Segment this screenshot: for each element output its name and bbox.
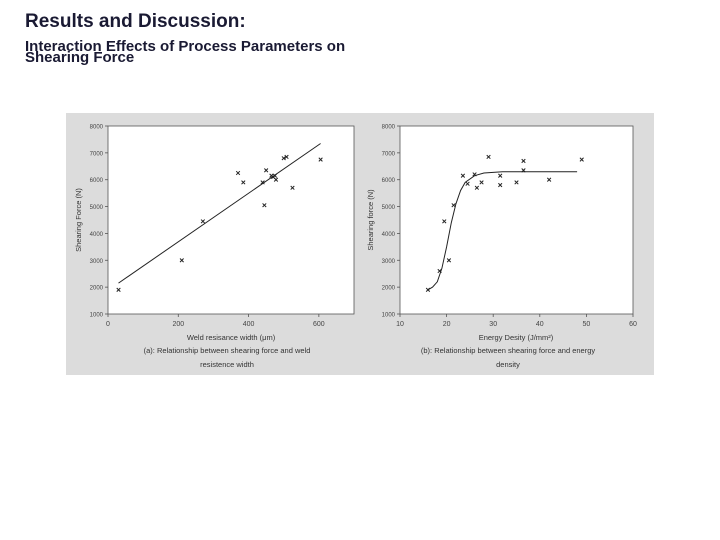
chart-a-xtick-label: 400	[243, 321, 255, 328]
chart-b-caption-line2: density	[496, 360, 520, 369]
chart-a-point	[200, 219, 206, 224]
chart-a-point	[241, 180, 246, 185]
chart-b-point	[460, 173, 466, 178]
chart-b-xtick-label: 30	[489, 321, 497, 328]
chart-a-ytick-label: 4000	[90, 232, 104, 238]
slide-subtitle-line1: Interaction Effects of Process Parameter…	[25, 38, 346, 55]
chart-b-point	[514, 180, 519, 185]
chart-a: 1000 2000 3000 4000 5000 6000 7000 8000 0 200 400…	[74, 125, 355, 369]
chart-b-point	[451, 203, 456, 208]
chart-b-point	[472, 172, 477, 177]
chart-b-caption-line1: (b): Relationship between shearing force…	[421, 346, 596, 355]
chart-a-point	[273, 177, 279, 182]
chart-b-y-ticks: 1000 2000 3000 4000 5000 6000 7000 8000	[382, 125, 400, 319]
chart-b-ytick-label: 2000	[382, 286, 396, 292]
chart-b-point	[498, 182, 503, 188]
chart-a-caption-line1: (a): Relationship between shearing force…	[144, 346, 311, 355]
chart-a-xtick-label: 0	[106, 321, 110, 328]
chart-a-point	[318, 157, 323, 162]
chart-b-point	[521, 158, 526, 164]
chart-b-x-ticks: 10 20 30 40 50 60	[396, 314, 637, 328]
chart-a-point	[281, 156, 286, 161]
chart-b-point	[465, 181, 470, 186]
chart-b-point	[446, 258, 452, 263]
chart-b-ytick-label: 4000	[382, 232, 396, 238]
chart-a-point	[235, 170, 241, 176]
chart-b-ytick-label: 8000	[382, 125, 396, 131]
chart-a-ytick-label: 8000	[90, 125, 104, 131]
chart-b-xtick-label: 60	[629, 321, 637, 328]
chart-b-plot-area	[399, 125, 634, 315]
chart-b-point	[579, 157, 584, 162]
chart-b-point	[498, 173, 503, 178]
chart-a-xlabel: Weld resisance width (μm)	[187, 333, 276, 342]
chart-b-ytick-label: 3000	[382, 259, 396, 265]
chart-b-xtick-label: 20	[443, 321, 451, 328]
chart-panel: 1000 2000 3000 4000 5000 6000 7000 8000 0 200 400…	[66, 113, 654, 375]
chart-a-y-ticks: 1000 2000 3000 4000 5000 6000 7000 8000	[90, 125, 108, 319]
chart-b-ytick-label: 5000	[382, 205, 396, 211]
chart-a-point	[179, 258, 184, 263]
chart-b-point	[486, 154, 491, 160]
chart-a-point	[290, 185, 295, 190]
chart-b-xtick-label: 40	[536, 321, 544, 328]
chart-b-ytick-label: 7000	[382, 151, 396, 157]
chart-a-point	[116, 287, 121, 292]
chart-a-ytick-label: 2000	[90, 286, 104, 292]
chart-b-xtick-label: 10	[396, 321, 404, 328]
chart-b-point	[474, 185, 480, 190]
chart-b: 1000 2000 3000 4000 5000 6000 7000 8000 10 20 30 4…	[366, 125, 637, 370]
chart-a-fit-line	[118, 143, 321, 284]
chart-a-ytick-label: 7000	[90, 151, 104, 157]
chart-b-points	[425, 154, 584, 292]
chart-b-ytick-label: 1000	[382, 313, 396, 319]
chart-b-point	[442, 219, 447, 224]
chart-a-ytick-label: 6000	[90, 178, 104, 184]
slide-subtitle-line2: Shearing Force	[25, 49, 135, 66]
chart-a-plot-area	[107, 125, 355, 315]
chart-a-point	[260, 180, 265, 185]
chart-a-points	[116, 154, 323, 292]
chart-a-ylabel: Shearing Force (N)	[74, 188, 83, 252]
chart-a-point	[284, 154, 289, 160]
chart-b-point	[425, 287, 431, 292]
chart-a-xtick-label: 200	[172, 321, 184, 328]
chart-a-ytick-label: 1000	[90, 313, 104, 319]
chart-b-xtick-label: 50	[583, 321, 591, 328]
chart-a-ytick-label: 5000	[90, 205, 104, 211]
chart-a-x-ticks: 0 200 400 600	[106, 314, 325, 328]
chart-a-point	[263, 168, 269, 173]
chart-a-ytick-label: 3000	[90, 259, 104, 265]
chart-a-point	[272, 173, 278, 178]
chart-b-xlabel: Energy Desity (J/mm²)	[479, 333, 554, 342]
chart-b-point	[521, 168, 526, 173]
chart-a-point	[262, 203, 267, 208]
chart-b-point	[437, 268, 442, 274]
chart-b-point	[546, 177, 552, 182]
chart-a-fit	[118, 143, 321, 284]
chart-a-caption-line2: resistence width	[200, 360, 254, 369]
chart-b-ylabel: Shearing force (N)	[366, 189, 375, 251]
chart-b-fit-line	[427, 171, 578, 291]
chart-b-point	[479, 180, 484, 185]
chart-b-ytick-label: 6000	[382, 178, 396, 184]
chart-b-fit	[427, 171, 578, 291]
slide-title: Results and Discussion:	[25, 11, 246, 32]
chart-a-xtick-label: 600	[313, 321, 325, 328]
